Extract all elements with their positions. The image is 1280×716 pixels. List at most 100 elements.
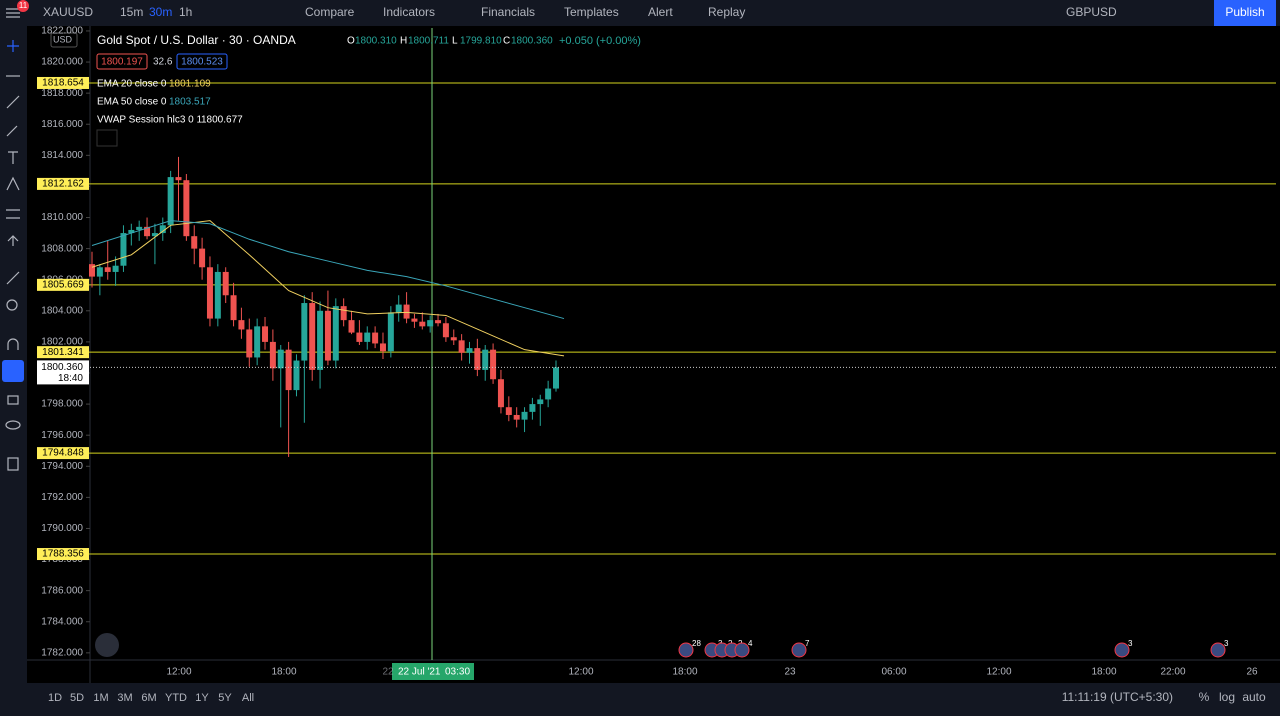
range-button[interactable]: 1Y — [195, 692, 209, 704]
bid-box[interactable] — [96, 53, 148, 70]
publish-button[interactable] — [1214, 0, 1276, 26]
ohlc-value: 1800.360 — [511, 36, 553, 47]
y-tick-label: 1818.000 — [41, 88, 83, 99]
measure-tool — [6, 209, 20, 219]
magnet-tool — [7, 338, 19, 350]
compare-button[interactable]: Compare — [305, 5, 355, 19]
eye-tool — [5, 420, 21, 430]
candle-body — [340, 306, 347, 321]
candle-body — [128, 229, 135, 234]
ask-box[interactable] — [176, 53, 228, 70]
ohlc-value: 1799.810 — [460, 36, 502, 47]
level-label: 1818.654 — [42, 78, 84, 89]
indicators-button[interactable]: Indicators — [383, 5, 435, 19]
legend-title: Gold Spot / U.S. Dollar · 30 · OANDA — [97, 33, 296, 47]
publish-label[interactable]: Publish — [1225, 5, 1264, 19]
candle-body — [379, 343, 386, 352]
range-button[interactable]: 1M — [93, 692, 108, 704]
level-label: 1812.162 — [42, 179, 84, 190]
candle-body — [214, 271, 221, 319]
collapse-button[interactable] — [96, 129, 118, 147]
legend-change: +0.050 (+0.00%) — [559, 35, 641, 47]
range-button[interactable]: 5D — [70, 692, 84, 704]
currency[interactable]: USD — [53, 34, 73, 44]
indicator-name: EMA 20 close 0 — [97, 79, 167, 90]
event-count[interactable]: 7 — [805, 639, 810, 648]
candle-body — [89, 264, 95, 277]
candle-body — [521, 411, 528, 420]
event-badge[interactable] — [1114, 642, 1130, 658]
replay-button[interactable]: Replay — [708, 5, 745, 19]
candle-body — [505, 407, 512, 415]
event-badge[interactable] — [734, 642, 750, 658]
event-badge[interactable] — [1210, 642, 1226, 658]
bid[interactable]: 1800.197 — [101, 57, 143, 68]
percent-button[interactable]: % — [1199, 690, 1210, 704]
level-label: 1801.341 — [42, 347, 84, 358]
y-tick-label: 1798.000 — [41, 399, 83, 410]
x-tick-label: 12:00 — [986, 667, 1011, 678]
x-tick-label: 18:00 — [271, 667, 296, 678]
range-button[interactable]: 6M — [141, 692, 156, 704]
event-count[interactable]: 3 — [1128, 639, 1133, 648]
candle-body — [159, 225, 166, 234]
candle-body — [293, 360, 300, 391]
spread: 32.6 — [153, 57, 173, 68]
x-tick-label: 18:00 — [672, 667, 697, 678]
interval-button[interactable]: 15m — [120, 5, 143, 19]
candle-body — [285, 349, 292, 391]
badge-count: 11 — [19, 1, 28, 10]
indicator-line — [91, 220, 565, 357]
x-tick-label: 12:00 — [568, 667, 593, 678]
candle-body — [301, 303, 308, 361]
brush-tool — [6, 125, 18, 137]
pair-selector[interactable]: GBPUSD — [1066, 5, 1117, 19]
crosshair-label-box — [392, 663, 474, 680]
range-button[interactable]: YTD — [165, 692, 187, 704]
range-button[interactable]: 3M — [117, 692, 132, 704]
event-count[interactable]: 4 — [748, 639, 753, 648]
y-tick-label: 1782.000 — [41, 647, 83, 658]
currency-box[interactable] — [50, 32, 78, 48]
templates-button[interactable]: Templates — [564, 5, 619, 19]
financials-button[interactable]: Financials — [481, 5, 535, 19]
candle-body — [151, 233, 158, 237]
event-count[interactable]: 3 — [1224, 639, 1229, 648]
range-button[interactable]: All — [242, 692, 254, 704]
level-label-box — [37, 548, 89, 561]
y-tick-label: 1822.000 — [41, 26, 83, 37]
trend-tool — [6, 95, 20, 109]
last-price-box — [37, 360, 89, 385]
candle-body — [395, 304, 402, 313]
candle-body — [199, 248, 206, 268]
candle-body — [372, 332, 379, 344]
candle-body — [435, 320, 442, 324]
candle-body — [167, 177, 174, 226]
auto-button[interactable]: auto — [1242, 690, 1266, 704]
ohlc-label: H — [400, 36, 407, 47]
y-tick-label: 1816.000 — [41, 119, 83, 130]
log-button[interactable]: log — [1219, 690, 1235, 704]
symbol[interactable]: XAUUSD — [43, 5, 93, 19]
candle-body — [348, 320, 355, 333]
range-button[interactable]: 5Y — [218, 692, 232, 704]
level-label: 1794.848 — [42, 448, 84, 459]
ask[interactable]: 1800.523 — [181, 57, 223, 68]
candle-body — [553, 367, 559, 389]
range-button[interactable]: 1D — [48, 692, 62, 704]
y-tick-label: 1802.000 — [41, 337, 83, 348]
interval-button[interactable]: 30m — [149, 5, 172, 19]
crosshair-time: 03:30 — [445, 667, 470, 678]
y-tick-label: 1790.000 — [41, 523, 83, 534]
event-count[interactable]: 28 — [692, 639, 701, 648]
interval-button[interactable]: 1h — [179, 5, 192, 19]
alert-button[interactable]: Alert — [648, 5, 673, 19]
event-badge[interactable] — [791, 642, 807, 658]
candle-body — [104, 267, 111, 272]
x-tick-label: 23 — [784, 667, 796, 678]
candle-body — [537, 399, 544, 405]
candle-body — [458, 340, 465, 353]
event-badge[interactable] — [678, 642, 694, 658]
